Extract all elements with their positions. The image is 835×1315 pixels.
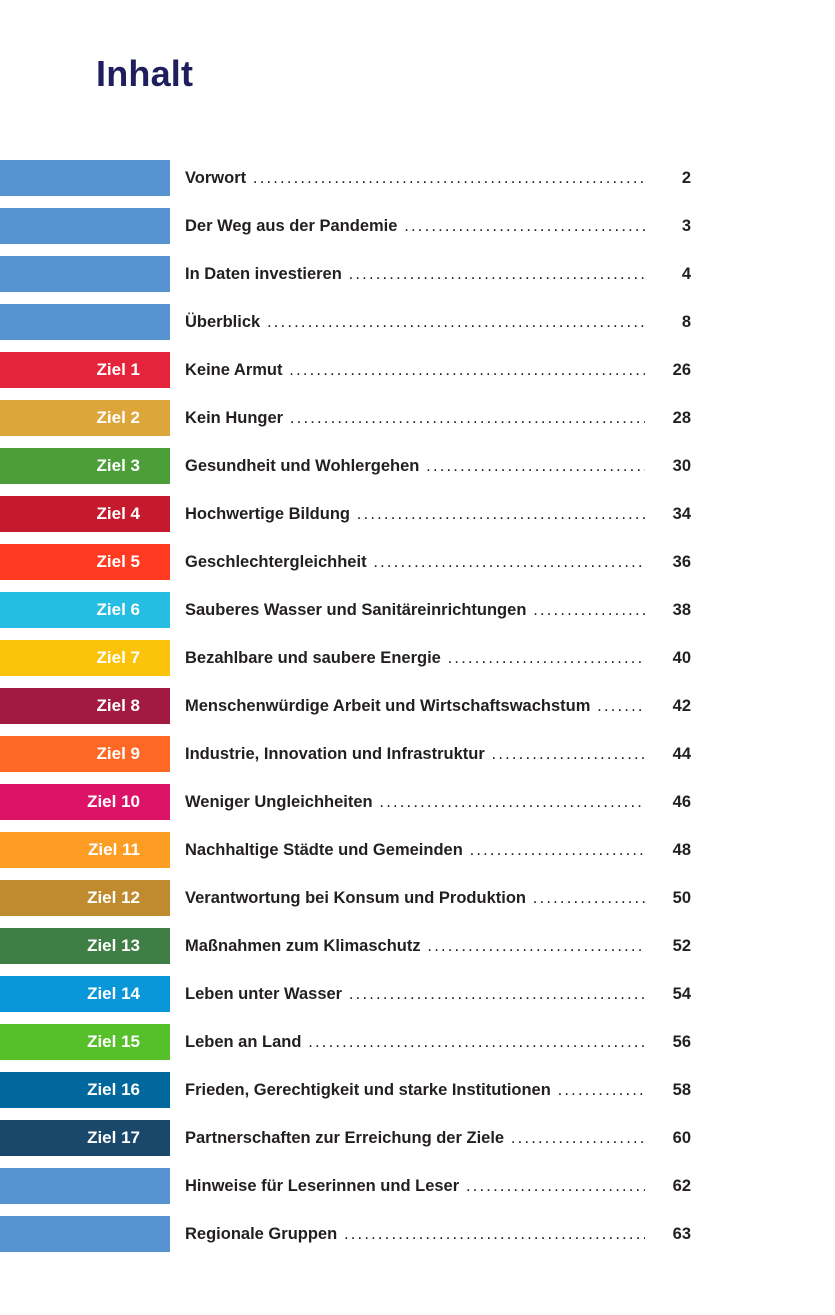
toc-entry[interactable]: Überblick 8 (0, 304, 835, 340)
toc-entry-page-number: 28 (672, 409, 691, 427)
toc-entry[interactable]: Ziel 1 Keine Armut 26 (0, 352, 835, 388)
toc-entry-title: Menschenwürdige Arbeit und Wirtschaftswa… (185, 688, 645, 724)
toc-entry-title: Weniger Ungleichheiten (185, 784, 645, 820)
toc-entry[interactable]: Ziel 3 Gesundheit und Wohlergehen 30 (0, 448, 835, 484)
goal-color-bar: Ziel 2 (0, 400, 170, 436)
toc-entry-title: Frieden, Gerechtigkeit und starke Instit… (185, 1072, 645, 1108)
toc-entry-page-number: 8 (681, 313, 691, 331)
toc-entry-title: Hochwertige Bildung (185, 496, 645, 532)
goal-color-bar: Ziel 7 (0, 640, 170, 676)
toc-entry-title: Hinweise für Leserinnen und Leser (185, 1168, 645, 1204)
toc-entry-page-number: 46 (672, 793, 691, 811)
toc-entry-title: Gesundheit und Wohlergehen (185, 448, 645, 484)
toc-entry-page-number: 36 (672, 553, 691, 571)
goal-color-bar: Ziel 1 (0, 352, 170, 388)
goal-color-bar: Ziel 9 (0, 736, 170, 772)
toc-entry[interactable]: Ziel 6 Sauberes Wasser und Sanitäreinrich… (0, 592, 835, 628)
toc-entry-page-number: 58 (672, 1081, 691, 1099)
goal-color-bar: Ziel 3 (0, 448, 170, 484)
toc-entry-title: Maßnahmen zum Klimaschutz (185, 928, 645, 964)
toc-entry[interactable]: Ziel 13 Maßnahmen zum Klimaschutz 52 (0, 928, 835, 964)
toc-entry[interactable]: Ziel 7 Bezahlbare und saubere Energie 40 (0, 640, 835, 676)
toc-entry-page-number: 52 (672, 937, 691, 955)
toc-entry[interactable]: Vorwort 2 (0, 160, 835, 196)
toc-entry-title: Geschlechtergleichheit (185, 544, 645, 580)
goal-color-bar: Ziel 10 (0, 784, 170, 820)
toc-entry-title: Partnerschaften zur Erreichung der Ziele (185, 1120, 645, 1156)
toc-entry-title: Kein Hunger (185, 400, 645, 436)
toc-entry-title: Leben unter Wasser (185, 976, 645, 1012)
goal-color-bar: Ziel 16 (0, 1072, 170, 1108)
goal-color-bar: Ziel 6 (0, 592, 170, 628)
toc-entry[interactable]: Ziel 16 Frieden, Gerechtigkeit und starke… (0, 1072, 835, 1108)
table-of-contents: Vorwort 2 Der Weg aus der Pandemie 3 In Date… (0, 160, 835, 1264)
goal-color-bar: Ziel 4 (0, 496, 170, 532)
toc-entry[interactable]: Ziel 14 Leben unter Wasser 54 (0, 976, 835, 1012)
toc-entry[interactable]: Hinweise für Leserinnen und Leser 62 (0, 1168, 835, 1204)
toc-entry[interactable]: Ziel 12 Verantwortung bei Konsum und Prod… (0, 880, 835, 916)
toc-entry-page-number: 56 (672, 1033, 691, 1051)
toc-entry-page-number: 34 (672, 505, 691, 523)
toc-entry-title: Verantwortung bei Konsum und Produktion (185, 880, 645, 916)
toc-entry-title: Vorwort (185, 160, 645, 196)
goal-color-bar: Ziel 12 (0, 880, 170, 916)
toc-entry[interactable]: Ziel 4 Hochwertige Bildung 34 (0, 496, 835, 532)
toc-entry[interactable]: Ziel 17 Partnerschaften zur Erreichung de… (0, 1120, 835, 1156)
toc-entry[interactable]: Der Weg aus der Pandemie 3 (0, 208, 835, 244)
toc-entry-page-number: 4 (681, 265, 691, 283)
toc-entry-page-number: 2 (681, 169, 691, 187)
goal-color-bar: Ziel 13 (0, 928, 170, 964)
toc-entry-page-number: 38 (672, 601, 691, 619)
toc-entry-title: Leben an Land (185, 1024, 645, 1060)
toc-entry-title: Nachhaltige Städte und Gemeinden (185, 832, 645, 868)
page-title: Inhalt (96, 53, 194, 94)
toc-entry[interactable]: Ziel 11 Nachhaltige Städte und Gemeinden 4… (0, 832, 835, 868)
goal-color-bar (0, 304, 170, 340)
goal-color-bar (0, 208, 170, 244)
toc-entry-title: Überblick (185, 304, 645, 340)
toc-entry-title: Regionale Gruppen (185, 1216, 645, 1252)
toc-entry-page-number: 63 (672, 1225, 691, 1243)
toc-entry-title: Keine Armut (185, 352, 645, 388)
toc-entry[interactable]: Ziel 2 Kein Hunger 28 (0, 400, 835, 436)
toc-entry-page-number: 30 (672, 457, 691, 475)
toc-entry[interactable]: Ziel 10 Weniger Ungleichheiten 46 (0, 784, 835, 820)
toc-entry-title: Bezahlbare und saubere Energie (185, 640, 645, 676)
toc-entry[interactable]: Ziel 5 Geschlechtergleichheit 36 (0, 544, 835, 580)
toc-entry[interactable]: In Daten investieren 4 (0, 256, 835, 292)
goal-color-bar (0, 1168, 170, 1204)
goal-color-bar: Ziel 11 (0, 832, 170, 868)
goal-color-bar: Ziel 17 (0, 1120, 170, 1156)
toc-entry-page-number: 26 (672, 361, 691, 379)
toc-entry-title: Industrie, Innovation und Infrastruktur (185, 736, 645, 772)
goal-color-bar (0, 256, 170, 292)
goal-color-bar: Ziel 14 (0, 976, 170, 1012)
toc-entry-page-number: 48 (672, 841, 691, 859)
toc-entry[interactable]: Regionale Gruppen 63 (0, 1216, 835, 1252)
goal-color-bar: Ziel 5 (0, 544, 170, 580)
goal-color-bar: Ziel 8 (0, 688, 170, 724)
goal-color-bar (0, 1216, 170, 1252)
toc-entry-title: Der Weg aus der Pandemie (185, 208, 645, 244)
toc-entry-page-number: 40 (672, 649, 691, 667)
goal-color-bar (0, 160, 170, 196)
toc-entry-page-number: 42 (672, 697, 691, 715)
toc-entry-page-number: 54 (672, 985, 691, 1003)
toc-entry[interactable]: Ziel 9 Industrie, Innovation und Infrastr… (0, 736, 835, 772)
toc-entry-page-number: 50 (672, 889, 691, 907)
toc-entry-title: Sauberes Wasser und Sanitäreinrichtungen (185, 592, 645, 628)
toc-entry-page-number: 44 (672, 745, 691, 763)
toc-entry[interactable]: Ziel 15 Leben an Land 56 (0, 1024, 835, 1060)
toc-entry[interactable]: Ziel 8 Menschenwürdige Arbeit und Wirtsch… (0, 688, 835, 724)
toc-entry-title: In Daten investieren (185, 256, 645, 292)
goal-color-bar: Ziel 15 (0, 1024, 170, 1060)
toc-entry-page-number: 60 (672, 1129, 691, 1147)
toc-entry-page-number: 62 (672, 1177, 691, 1195)
toc-entry-page-number: 3 (681, 217, 691, 235)
